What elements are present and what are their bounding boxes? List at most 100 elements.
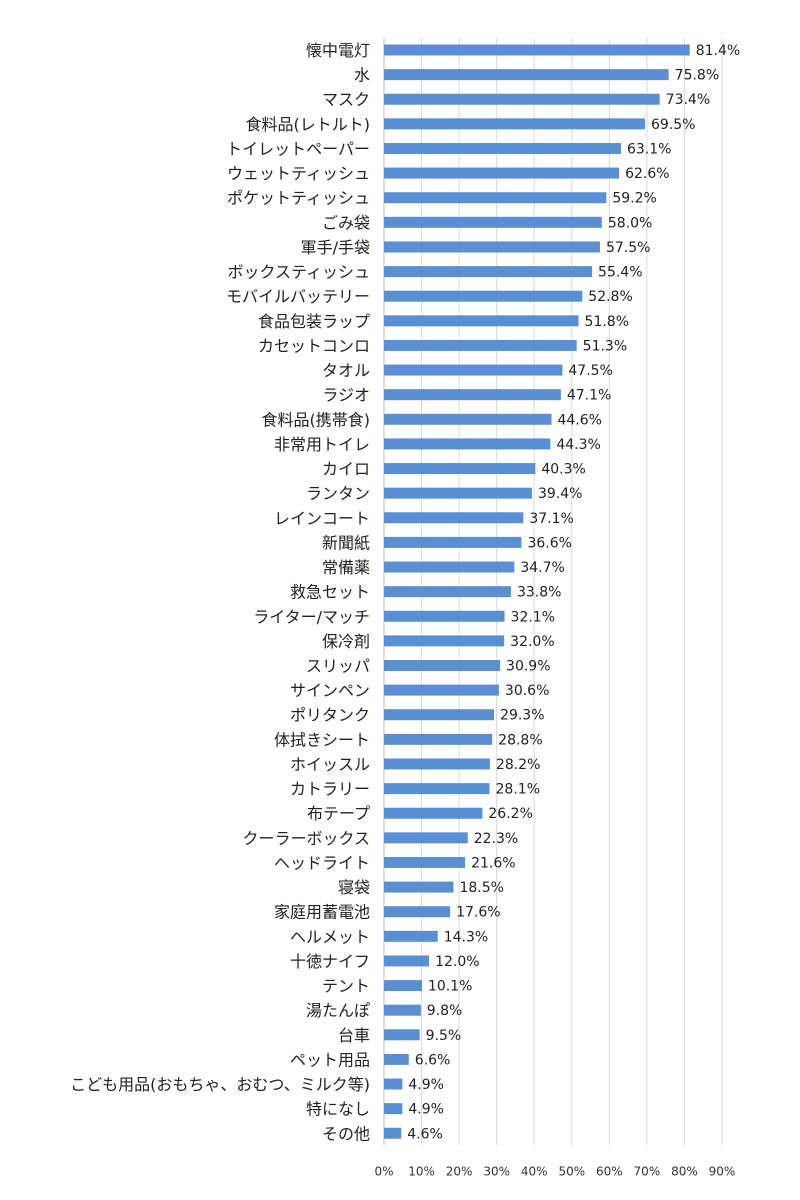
category-label: 水 — [354, 66, 370, 85]
bar — [384, 44, 690, 56]
data-label: 75.8% — [675, 68, 719, 84]
bar — [384, 413, 552, 425]
data-label: 39.4% — [538, 486, 582, 502]
data-label: 52.8% — [588, 289, 632, 305]
bar — [384, 290, 583, 302]
bar — [384, 266, 593, 278]
data-label: 29.3% — [500, 708, 544, 724]
category-label: こども用品(おもちゃ、おむつ、ミルク等) — [70, 1075, 370, 1094]
category-label: クーラーボックス — [242, 829, 370, 848]
bar — [384, 660, 501, 671]
data-label: 22.3% — [474, 831, 518, 847]
data-label: 58.0% — [608, 215, 652, 231]
data-label: 28.1% — [496, 782, 540, 798]
bar — [384, 881, 454, 893]
category-label: スリッパ — [306, 657, 370, 676]
bar — [384, 142, 621, 154]
data-label: 63.1% — [627, 141, 671, 157]
data-label: 4.6% — [407, 1126, 443, 1142]
bar — [384, 438, 551, 450]
category-label: 十徳ナイフ — [290, 952, 370, 971]
category-label: ヘッドライト — [274, 853, 370, 872]
category-label: ライター/マッチ — [253, 607, 370, 626]
bar — [384, 930, 438, 942]
bar — [384, 906, 451, 918]
data-label: 30.9% — [506, 659, 550, 675]
x-tick-label: 70% — [634, 1164, 661, 1178]
data-label: 4.9% — [408, 1102, 444, 1118]
bar — [384, 1127, 402, 1139]
bar — [384, 561, 515, 573]
data-label: 4.9% — [408, 1077, 444, 1093]
data-label: 36.6% — [527, 535, 571, 551]
category-label: 新聞紙 — [322, 533, 370, 552]
bar — [384, 167, 620, 179]
category-label: 非常用トイレ — [274, 435, 370, 454]
data-label: 51.8% — [585, 314, 629, 330]
category-label: タオル — [322, 361, 370, 380]
data-label: 47.5% — [568, 363, 612, 379]
data-label: 9.8% — [427, 1003, 463, 1019]
category-label: 食料品(携帯食) — [262, 410, 371, 429]
bar — [384, 783, 490, 795]
category-label: カセットコンロ — [258, 336, 370, 355]
category-label: 特になし — [306, 1100, 370, 1119]
bar — [384, 364, 563, 376]
data-label: 18.5% — [459, 880, 503, 896]
category-label: 台車 — [338, 1026, 370, 1045]
bar — [384, 69, 669, 81]
x-tick-label: 40% — [521, 1164, 548, 1178]
bar — [384, 93, 660, 105]
bar — [384, 832, 468, 844]
category-label: サインペン — [290, 681, 370, 700]
data-label: 81.4% — [696, 43, 740, 59]
data-label: 28.2% — [496, 757, 540, 773]
bar — [384, 1053, 409, 1065]
data-label: 30.6% — [505, 683, 549, 699]
bar — [384, 586, 511, 598]
category-label: その他 — [322, 1124, 370, 1143]
category-label: トイレットペーパー — [226, 139, 370, 158]
bar — [384, 389, 561, 401]
value-labels: 81.4% 75.8% 73.4% 69.5% 63.1% 62.6% 59.2% 58.0%… — [407, 43, 740, 1142]
category-label: カトラリー — [290, 780, 370, 799]
category-label: 保冷剤 — [322, 632, 370, 651]
bar — [384, 635, 505, 647]
bar — [384, 1029, 420, 1041]
data-label: 9.5% — [426, 1028, 462, 1044]
bar — [384, 709, 495, 721]
category-label: 寝袋 — [338, 878, 370, 897]
x-tick-label: 90% — [709, 1164, 736, 1178]
data-label: 34.7% — [520, 560, 564, 576]
data-label: 44.6% — [557, 412, 601, 428]
data-label: 57.5% — [606, 240, 650, 256]
category-label: レインコート — [274, 509, 370, 528]
category-label: 湯たんぽ — [306, 1001, 370, 1020]
data-label: 51.3% — [583, 338, 627, 354]
category-label: ヘルメット — [290, 927, 370, 946]
bar — [384, 192, 607, 204]
data-label: 10.1% — [428, 979, 472, 995]
bar — [384, 733, 493, 745]
category-label: マスク — [322, 90, 370, 109]
bar — [384, 463, 536, 475]
data-label: 62.6% — [625, 166, 669, 182]
data-label: 33.8% — [517, 585, 561, 601]
category-label: ごみ袋 — [322, 213, 370, 232]
bar — [384, 1103, 403, 1115]
bar — [384, 807, 483, 819]
category-label: 常備薬 — [322, 558, 370, 577]
category-label: 軍手/手袋 — [301, 238, 370, 257]
x-tick-label: 0% — [374, 1164, 393, 1178]
x-axis-ticks: 0% 10% 20% 30% 40% 50% 60% 70% 80% 90% — [374, 1164, 735, 1178]
bar — [384, 512, 524, 524]
category-label: 食料品(レトルト) — [246, 115, 371, 134]
bar — [384, 610, 505, 622]
data-label: 32.1% — [511, 609, 555, 625]
bar — [384, 758, 490, 770]
data-label: 69.5% — [651, 117, 695, 133]
bar — [384, 118, 646, 130]
category-label: ホイッスル — [290, 755, 370, 774]
category-label: 体拭きシート — [274, 730, 370, 749]
